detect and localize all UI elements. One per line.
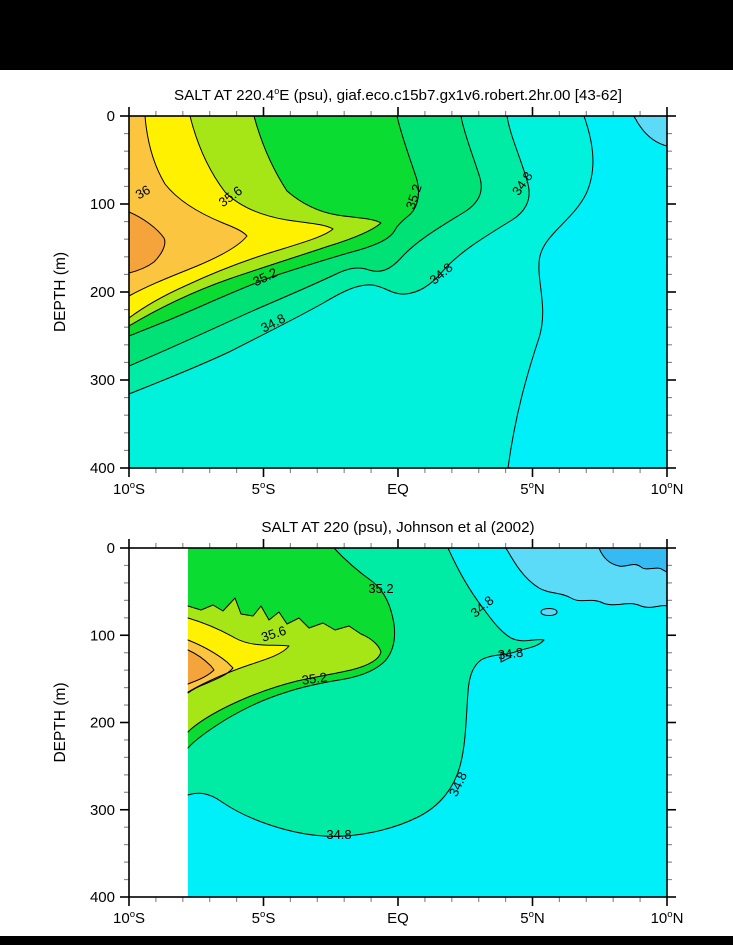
y-tick-label: 100 xyxy=(90,627,115,644)
plot-area: 36 35.6 35.235.234.834.834.8 0 100 200 300 400 1… xyxy=(52,107,683,498)
top-contour-plot: 36 35.6 35.235.234.834.834.8 0 100 200 300 400 1… xyxy=(52,107,683,498)
contour-line xyxy=(129,116,334,319)
y-tick-label: 200 xyxy=(90,284,115,301)
y-axis-title: DEPTH (m) xyxy=(52,682,69,762)
contour-line xyxy=(129,211,166,274)
x-tick-label: 5oN xyxy=(520,480,544,498)
top-plot-title: SALT AT 220.4oE (psu), giaf.eco.c15b7.gx… xyxy=(174,85,622,104)
x-tick-label: 5oS xyxy=(252,909,276,927)
plot-area: 35.235.635.234.834.834.834.8010020030040… xyxy=(52,539,683,927)
band-36.2-plus xyxy=(129,212,165,273)
band-35.4-35.6-jagged xyxy=(188,598,381,732)
plot-frame xyxy=(128,115,668,469)
axis-ticks xyxy=(120,107,676,477)
x-tick-label: 5oS xyxy=(252,480,276,498)
contour-line xyxy=(507,116,594,468)
y-tick-label: 400 xyxy=(90,889,115,906)
contour-label: 34.8 xyxy=(497,645,524,663)
top-black-bar xyxy=(0,0,733,70)
axis-ticks xyxy=(120,539,676,906)
y-tick-label: 0 xyxy=(107,540,115,557)
contour-line xyxy=(129,116,382,327)
contour-label: 35.2 xyxy=(403,182,425,211)
band-36.2-plus xyxy=(188,650,214,684)
x-tick-label: 5oN xyxy=(520,909,544,927)
y-tick-label: 300 xyxy=(90,372,115,389)
closed-contour-island xyxy=(541,608,557,616)
x-tick-label: 10oN xyxy=(651,909,684,927)
contour-line xyxy=(129,116,420,337)
x-tick-label: 10oS xyxy=(113,909,145,927)
contour-line xyxy=(540,608,558,616)
plot-frame xyxy=(128,547,668,898)
contour-label: 34.8 xyxy=(326,827,351,842)
contour-label: 35.2 xyxy=(368,581,393,596)
y-tick-label: 300 xyxy=(90,802,115,819)
contour-line xyxy=(187,597,382,733)
band-below-34.2-corner xyxy=(599,548,667,572)
contour-line xyxy=(187,548,396,749)
y-tick-label: 0 xyxy=(107,108,115,125)
y-tick-label: 100 xyxy=(90,196,115,213)
contour-line xyxy=(598,548,667,573)
contour-line xyxy=(633,116,667,147)
contour-line xyxy=(187,639,234,694)
contour-field: 35.235.635.234.834.834.834.8 xyxy=(187,548,667,897)
contour-label: 35.6 xyxy=(259,623,288,645)
y-tick-label: 400 xyxy=(90,460,115,477)
contour-line xyxy=(505,548,667,608)
contour-line xyxy=(129,116,248,297)
contour-label: 35.2 xyxy=(301,669,328,687)
contour-line xyxy=(187,548,545,837)
x-tick-label: EQ xyxy=(387,910,409,927)
band-34.2-34.4-corner xyxy=(634,116,667,146)
contour-line xyxy=(500,651,512,663)
contour-line xyxy=(129,116,482,367)
bottom-black-bar xyxy=(0,936,733,945)
y-tick-label: 200 xyxy=(90,715,115,732)
x-tick-label: 10oS xyxy=(113,480,145,498)
y-axis-title: DEPTH (m) xyxy=(52,252,69,332)
x-tick-label: 10oN xyxy=(651,480,684,498)
contour-line xyxy=(129,116,530,395)
contour-line xyxy=(187,649,215,685)
contour-field: 36 35.6 35.235.234.834.834.8 xyxy=(129,116,667,468)
bottom-contour-plot: 35.235.635.234.834.834.834.8010020030040… xyxy=(52,539,683,927)
contour-label: 36 xyxy=(133,182,153,202)
x-tick-label: EQ xyxy=(387,481,409,498)
bottom-plot-title: SALT AT 220 (psu), Johnson et al (2002) xyxy=(261,519,535,536)
